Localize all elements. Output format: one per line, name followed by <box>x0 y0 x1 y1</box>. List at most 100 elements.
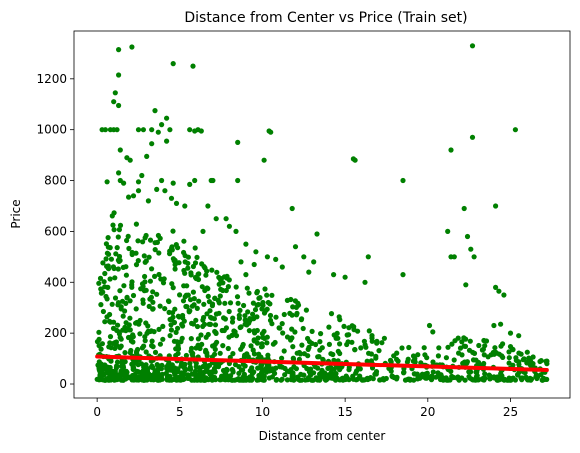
scatter-point <box>370 376 376 382</box>
scatter-point <box>196 271 202 277</box>
scatter-point <box>470 357 477 363</box>
scatter-point <box>110 222 116 228</box>
scatter-point <box>169 362 175 368</box>
scatter-point <box>140 239 146 245</box>
scatter-point <box>316 354 322 360</box>
scatter-point <box>229 332 235 338</box>
scatter-point <box>173 329 179 335</box>
scatter-point <box>135 238 141 244</box>
scatter-point <box>244 375 250 381</box>
scatter-point <box>167 251 173 257</box>
scatter-point <box>346 367 352 373</box>
scatter-point <box>156 271 162 278</box>
scatter-point <box>209 267 215 273</box>
scatter-point <box>376 348 382 354</box>
scatter-point <box>233 284 239 290</box>
scatter-point <box>158 276 164 282</box>
scatter-point <box>467 338 473 344</box>
scatter-point <box>217 293 223 299</box>
scatter-point <box>157 341 163 347</box>
scatter-point <box>147 237 154 243</box>
scatter-point <box>164 138 170 144</box>
scatter-point <box>159 376 165 382</box>
scatter-point <box>351 376 357 382</box>
scatter-point <box>140 367 146 374</box>
x-tick-label: 10 <box>255 405 270 419</box>
scatter-point <box>220 343 226 349</box>
scatter-point <box>149 266 155 272</box>
scatter-point <box>359 377 365 383</box>
scatter-point <box>170 61 176 67</box>
scatter-point <box>192 245 198 251</box>
scatter-point <box>422 352 428 358</box>
scatter-point <box>98 302 104 308</box>
scatter-point <box>146 303 152 309</box>
scatter-point <box>527 362 533 368</box>
scatter-point <box>362 279 368 285</box>
scatter-point <box>366 350 372 356</box>
scatter-point <box>212 295 218 301</box>
scatter-point <box>261 373 267 379</box>
scatter-point <box>114 359 121 365</box>
scatter-point <box>133 262 140 268</box>
scatter-point <box>100 308 106 315</box>
scatter-point <box>187 360 193 366</box>
scatter-point <box>289 205 295 212</box>
scatter-point <box>449 373 455 379</box>
scatter-point <box>189 303 195 309</box>
scatter-point <box>206 321 212 327</box>
scatter-point <box>134 368 140 374</box>
scatter-point <box>105 235 111 241</box>
scatter-point <box>256 351 262 357</box>
scatter-point <box>400 272 406 278</box>
scatter-point <box>187 181 193 187</box>
scatter-point <box>255 376 261 382</box>
scatter-point <box>399 345 405 351</box>
scatter-point <box>268 129 274 135</box>
scatter-point <box>240 367 246 373</box>
scatter-point <box>260 299 266 306</box>
scatter-point <box>162 188 168 194</box>
y-tick-label: 400 <box>44 275 67 289</box>
scatter-point <box>177 292 183 298</box>
scatter-point <box>126 194 132 200</box>
x-tick-label: 5 <box>176 405 184 419</box>
scatter-point <box>246 328 252 334</box>
scatter-point <box>111 319 117 325</box>
scatter-point <box>270 341 276 347</box>
scatter-point <box>406 376 412 382</box>
scatter-point <box>506 349 512 355</box>
scatter-point <box>237 324 243 331</box>
scatter-point <box>498 321 504 327</box>
scatter-point <box>149 338 155 344</box>
scatter-point <box>222 300 228 306</box>
scatter-point <box>518 375 524 381</box>
scatter-point <box>114 363 120 369</box>
scatter-point <box>224 366 230 372</box>
scatter-point <box>364 358 370 364</box>
scatter-point <box>493 284 499 290</box>
scatter-point <box>127 157 133 163</box>
scatter-point <box>374 340 380 346</box>
scatter-point <box>361 338 367 344</box>
scatter-point <box>116 253 123 260</box>
scatter-point <box>544 361 550 367</box>
scatter-point <box>265 299 271 306</box>
scatter-point <box>250 311 256 317</box>
scatter-point <box>326 341 332 347</box>
scatter-point <box>251 351 257 357</box>
scatter-point <box>108 256 114 262</box>
scatter-point <box>387 357 394 363</box>
scatter-point <box>331 272 337 278</box>
scatter-point <box>112 275 118 281</box>
scatter-point <box>207 371 213 377</box>
scatter-point <box>255 365 261 371</box>
scatter-point <box>456 350 462 356</box>
scatter-point <box>135 258 141 264</box>
scatter-point <box>195 336 201 342</box>
scatter-point <box>199 284 205 290</box>
scatter-point <box>201 314 207 321</box>
x-axis: 0 5 10 15 20 25 <box>93 398 518 419</box>
scatter-point <box>467 375 473 381</box>
scatter-point <box>152 247 158 253</box>
